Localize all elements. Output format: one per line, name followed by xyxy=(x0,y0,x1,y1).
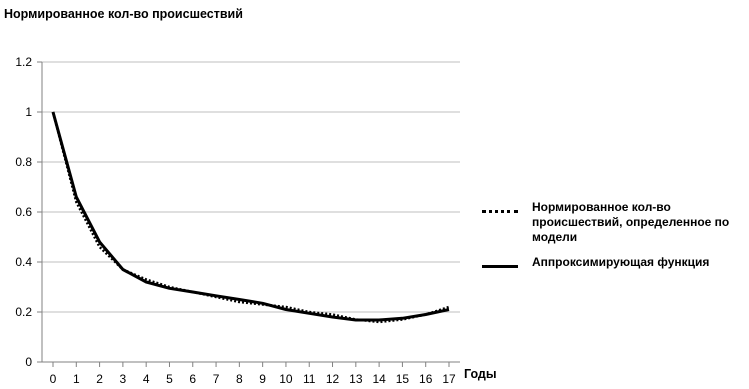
x-tick-label: 4 xyxy=(143,372,150,386)
legend: Нормированное кол-во происшествий, опред… xyxy=(480,200,745,285)
x-tick-label: 1 xyxy=(73,372,80,386)
gridlines xyxy=(37,61,460,363)
legend-item-approximation: Аппроксимирующая функция xyxy=(480,255,745,275)
x-tick-label: 15 xyxy=(396,372,410,386)
y-tick-label: 1.2 xyxy=(15,55,32,69)
y-tick-labels: 0 0.2 0.4 0.6 0.8 1 1.2 xyxy=(15,55,32,369)
x-tick-label: 13 xyxy=(349,372,363,386)
legend-swatch-solid xyxy=(480,259,520,275)
axes xyxy=(41,62,460,367)
series-line-approximation xyxy=(51,111,450,322)
x-axis-label: Годы xyxy=(464,367,497,381)
y-tick-label: 0 xyxy=(25,355,32,369)
x-tick-label: 6 xyxy=(189,372,196,386)
x-tick-labels: 0 1 2 3 4 5 6 7 8 9 10 11 12 13 14 15 16 17 xyxy=(50,372,456,386)
x-tick-label: 17 xyxy=(442,372,456,386)
x-tick-label: 16 xyxy=(419,372,433,386)
x-tick-label: 14 xyxy=(372,372,386,386)
legend-item-model: Нормированное кол-во происшествий, опред… xyxy=(480,200,745,245)
x-tick-label: 11 xyxy=(303,372,316,386)
x-tick-label: 0 xyxy=(50,372,57,386)
y-tick-label: 1 xyxy=(25,105,32,119)
x-tick-label: 10 xyxy=(279,372,293,386)
x-tick-label: 7 xyxy=(213,372,220,386)
legend-label-model: Нормированное кол-во происшествий, опред… xyxy=(532,200,730,244)
y-tick-label: 0.2 xyxy=(15,305,32,319)
x-tick-label: 3 xyxy=(120,372,127,386)
legend-swatch-dotted xyxy=(480,204,520,220)
x-tick-label: 9 xyxy=(259,372,266,386)
series-lines xyxy=(51,111,450,324)
y-axis-label: Нормированное кол-во происшествий xyxy=(4,7,243,21)
x-tick-label: 12 xyxy=(326,372,340,386)
y-tick-label: 0.6 xyxy=(15,205,32,219)
y-tick-label: 0.4 xyxy=(15,255,32,269)
x-tick-label: 5 xyxy=(166,372,173,386)
legend-label-approximation: Аппроксимирующая функция xyxy=(532,255,710,269)
x-tick-label: 8 xyxy=(236,372,243,386)
series-line-model xyxy=(51,111,450,324)
y-tick-label: 0.8 xyxy=(15,155,32,169)
x-tick-label: 2 xyxy=(96,372,103,386)
